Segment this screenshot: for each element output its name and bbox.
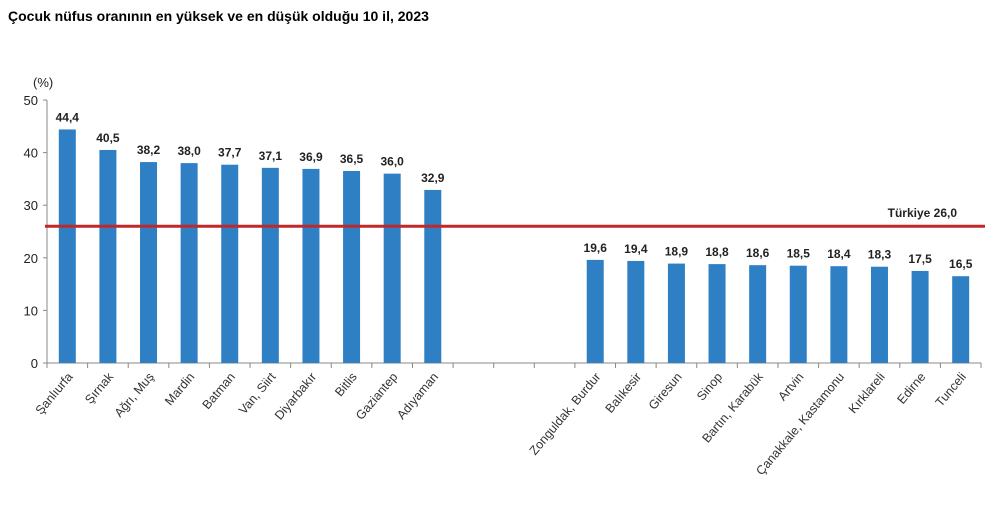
bar: [627, 260, 645, 363]
x-tick-label: Giresun: [646, 370, 685, 413]
data-label: 38,0: [177, 144, 201, 158]
x-tick-label: Batman: [200, 370, 238, 412]
y-tick-label: 50: [24, 93, 38, 108]
bar: [830, 266, 848, 363]
data-label: 37,7: [218, 146, 242, 160]
x-tick-label: Kırklareli: [846, 370, 888, 416]
x-tick-label: Gaziantep: [353, 370, 400, 423]
bar: [586, 259, 604, 363]
data-label: 32,9: [421, 171, 445, 185]
data-label: 36,0: [380, 155, 404, 169]
bar: [140, 162, 158, 363]
y-tick-label: 10: [24, 303, 38, 318]
data-label: 18,8: [705, 245, 729, 259]
bar: [99, 149, 117, 363]
data-label: 18,3: [868, 248, 892, 262]
reference-line-label: Türkiye 26,0: [888, 206, 958, 220]
bar: [789, 265, 807, 363]
x-tick-label: Bitlis: [332, 370, 360, 399]
data-label: 36,5: [340, 152, 364, 166]
bar: [383, 173, 401, 363]
x-tick-label: Balıkesir: [603, 370, 645, 416]
data-label: 18,9: [665, 245, 689, 259]
bar: [749, 265, 767, 363]
data-label: 37,1: [259, 149, 283, 163]
data-label: 44,4: [56, 110, 80, 124]
data-label: 36,9: [299, 150, 323, 164]
y-tick-label: 0: [31, 356, 38, 371]
bar: [708, 264, 726, 363]
data-label: 18,5: [787, 247, 811, 261]
bar: [58, 129, 76, 363]
x-tick-label: Mardin: [162, 370, 197, 408]
data-label: 18,6: [746, 246, 770, 260]
x-tick-label: Şırnak: [82, 369, 116, 406]
data-label: 19,4: [624, 242, 648, 256]
data-label: 18,4: [827, 247, 851, 261]
x-tick-label: Artvin: [775, 370, 806, 404]
data-label: 17,5: [908, 252, 932, 266]
y-tick-label: 30: [24, 198, 38, 213]
y-tick-label: 40: [24, 146, 38, 161]
data-label: 19,6: [584, 241, 608, 255]
x-tick-label: Sinop: [694, 370, 725, 404]
bar: [261, 167, 279, 363]
bar: [952, 276, 970, 363]
x-tick-label: Şanlıurfa: [33, 370, 76, 417]
data-label: 38,2: [137, 143, 161, 157]
bar: [424, 189, 442, 363]
y-axis-label: (%): [33, 75, 53, 90]
chart-title: Çocuk nüfus oranının en yüksek ve en düş…: [8, 8, 429, 24]
bar: [221, 164, 239, 363]
data-label: 40,5: [96, 131, 120, 145]
bar: [180, 163, 198, 363]
y-tick-label: 20: [24, 251, 38, 266]
x-tick-label: Tunceli: [933, 370, 969, 410]
x-tick-label: Van, Siirt: [236, 370, 279, 418]
x-tick-label: Edirne: [894, 370, 928, 407]
bar: [343, 171, 361, 363]
bar: [870, 266, 888, 363]
data-label: 16,5: [949, 257, 973, 271]
bar: [302, 168, 320, 363]
x-tick-label: Zonguldak, Burdur: [527, 370, 604, 458]
x-tick-label: Diyarbakır: [272, 370, 319, 423]
x-tick-label: Ağrı, Muş: [112, 370, 157, 420]
bar: [667, 263, 685, 363]
x-tick-label: Adıyaman: [394, 370, 441, 422]
bar: [911, 270, 929, 363]
